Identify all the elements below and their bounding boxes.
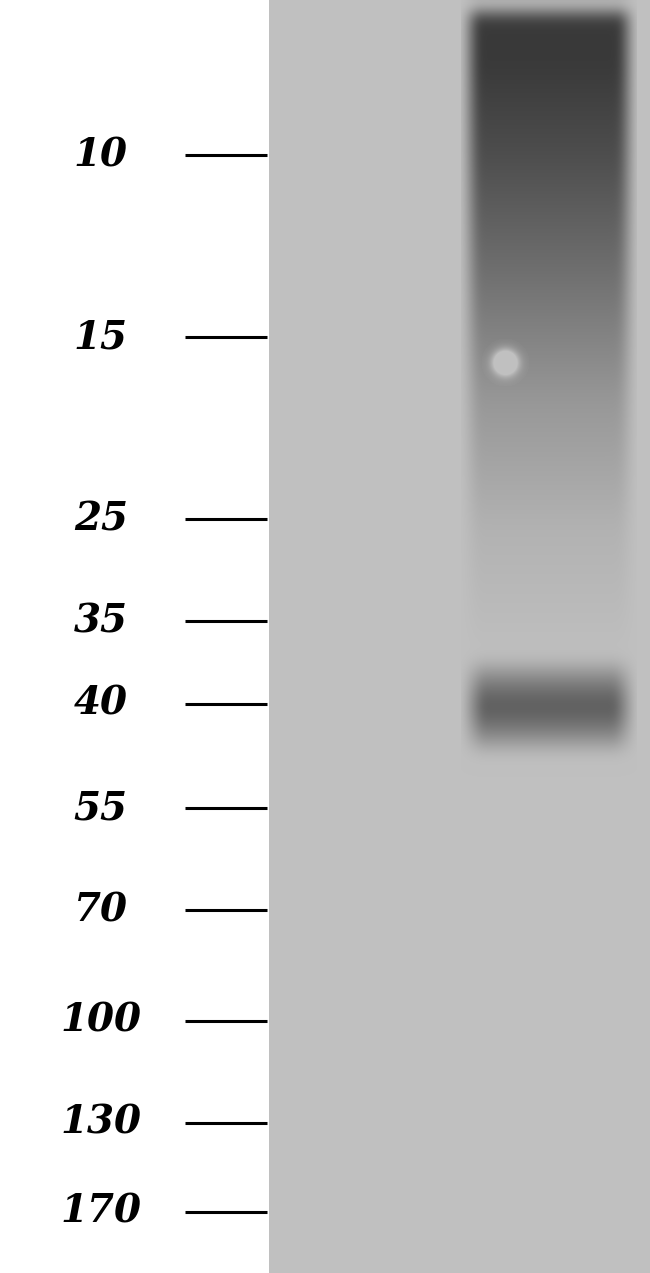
Text: 170: 170	[60, 1193, 141, 1231]
Text: 130: 130	[60, 1104, 141, 1142]
Bar	[270, 0, 650, 1273]
Text: 35: 35	[73, 602, 128, 640]
Text: 15: 15	[73, 318, 128, 356]
Text: 55: 55	[73, 789, 128, 827]
Text: 10: 10	[73, 136, 128, 174]
Text: 100: 100	[60, 1002, 141, 1040]
Text: 40: 40	[73, 685, 128, 723]
Text: 25: 25	[73, 500, 128, 538]
Text: 70: 70	[73, 891, 128, 929]
